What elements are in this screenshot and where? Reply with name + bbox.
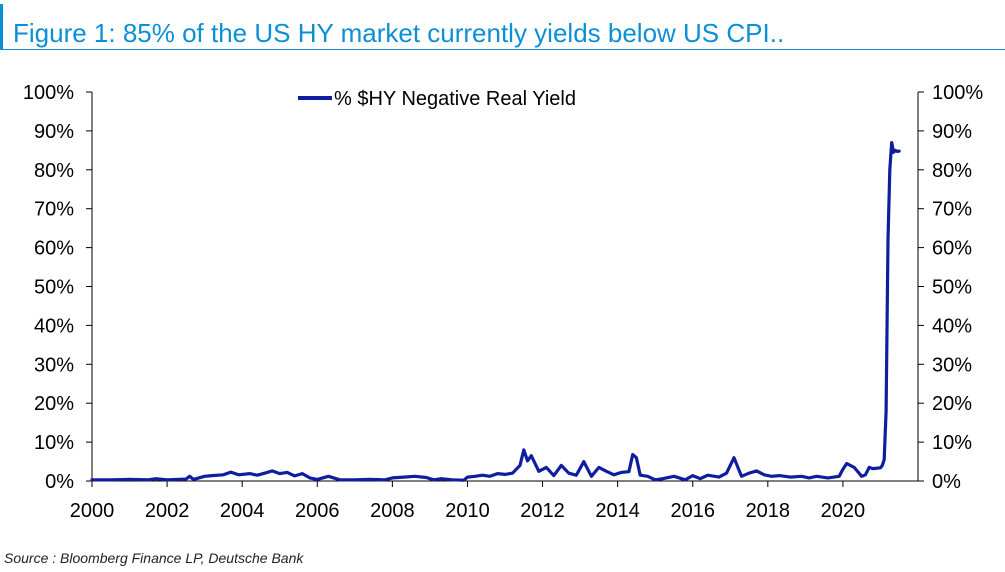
series-line [90, 140, 901, 482]
figure-title: Figure 1: 85% of the US HY market curren… [13, 18, 785, 48]
y-tick-label-left: 10% [34, 432, 74, 454]
x-tick-label: 2012 [520, 500, 565, 522]
y-tick-label-left: 100% [23, 82, 74, 104]
x-tick-label: 2014 [595, 500, 640, 522]
tick-labels: 100% 90% 80% 70% 60% 50% 40% 30% 20% 10% 0% 100% 90%… [23, 82, 984, 522]
y-tick-label-right: 40% [932, 315, 972, 337]
x-tick-label: 2000 [70, 500, 115, 522]
x-tick-label: 2004 [220, 500, 265, 522]
y-tick-label-left: 80% [34, 160, 74, 182]
y-tick-label-right: 50% [932, 277, 972, 299]
y-tick-label-left: 90% [34, 121, 74, 143]
source-note: Source : Bloomberg Finance LP, Deutsche … [4, 550, 304, 566]
y-tick-label-right: 90% [932, 121, 972, 143]
x-tick-label: 2020 [821, 500, 866, 522]
y-tick-label-left: 50% [34, 277, 74, 299]
y-tick-label-left: 40% [34, 315, 74, 337]
line-chart: 100% 90% 80% 70% 60% 50% 40% 30% 20% 10% 0% 100% 90%… [23, 82, 984, 522]
title-bar: Figure 1: 85% of the US HY market curren… [0, 4, 1005, 50]
legend-label: % $HY Negative Real Yield [334, 88, 576, 110]
y-tick-label-right: 0% [932, 471, 961, 493]
x-tick-label: 2002 [145, 500, 190, 522]
y-tick-label-right: 80% [932, 160, 972, 182]
y-tick-label-right: 60% [932, 238, 972, 260]
y-tick-label-left: 60% [34, 238, 74, 260]
y-tick-label-right: 70% [932, 199, 972, 221]
y-tick-label-left: 70% [34, 199, 74, 221]
plot-area [90, 140, 901, 482]
x-tick-label: 2008 [370, 500, 415, 522]
y-tick-label-left: 0% [45, 471, 74, 493]
x-tick-label: 2006 [295, 500, 340, 522]
legend: % $HY Negative Real Yield [298, 88, 576, 110]
y-tick-label-right: 10% [932, 432, 972, 454]
y-tick-label-left: 20% [34, 393, 74, 415]
y-tick-label-left: 30% [34, 354, 74, 376]
y-tick-label-right: 30% [932, 354, 972, 376]
x-tick-label: 2010 [445, 500, 490, 522]
y-tick-label-right: 20% [932, 393, 972, 415]
x-tick-label: 2016 [670, 500, 715, 522]
y-tick-label-right: 100% [932, 82, 983, 104]
x-tick-label: 2018 [746, 500, 791, 522]
chart-axes [86, 91, 924, 487]
